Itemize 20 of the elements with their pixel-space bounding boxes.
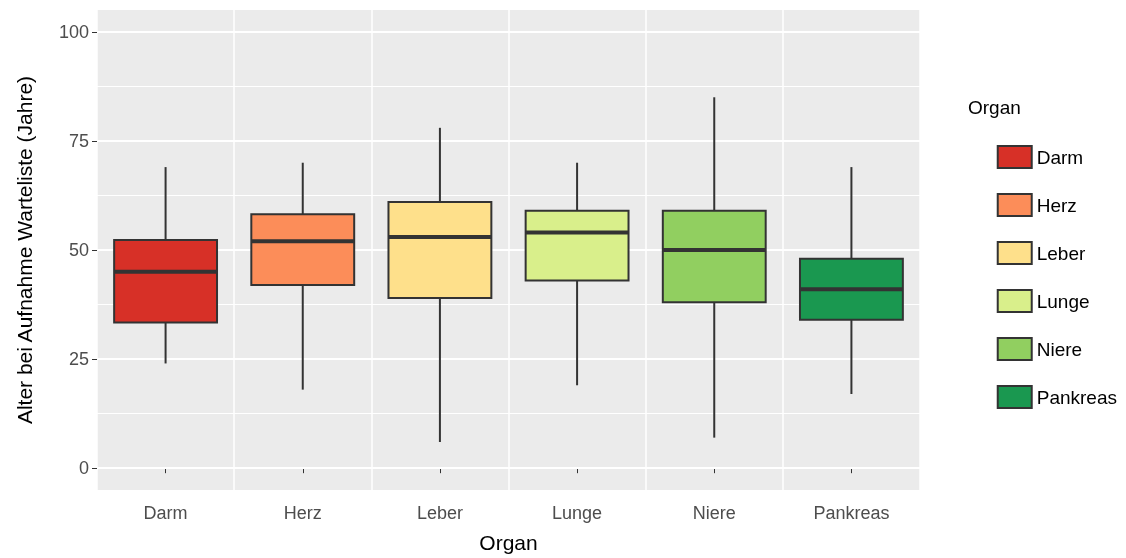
legend-label: Darm	[1036, 146, 1084, 168]
y-axis-title: Alter bei Aufnahme Warteliste (Jahre)	[13, 75, 36, 425]
x-axis-title: Organ	[479, 531, 538, 554]
legend-label: Leber	[1036, 242, 1086, 264]
y-tick-label: 25	[68, 349, 89, 370]
x-tick-label: Lunge	[552, 503, 603, 523]
y-tick-label: 50	[68, 240, 89, 260]
x-tick-label: Leber	[416, 503, 463, 523]
x-tick-label: Pankreas	[813, 503, 890, 523]
legend-title: Organ	[968, 97, 1021, 118]
legend-label: Niere	[1036, 338, 1083, 360]
y-tick-label: 75	[68, 130, 89, 151]
legend-label: Pankreas	[1036, 386, 1118, 408]
x-tick-label: Niere	[692, 503, 736, 523]
x-tick-label: Herz	[283, 503, 322, 523]
y-tick-label: 100	[58, 21, 89, 42]
legend-label: Lunge	[1036, 290, 1090, 312]
y-tick-label: 0	[78, 458, 89, 479]
x-tick-label: Darm	[143, 503, 188, 523]
legend-label: Herz	[1036, 194, 1077, 216]
